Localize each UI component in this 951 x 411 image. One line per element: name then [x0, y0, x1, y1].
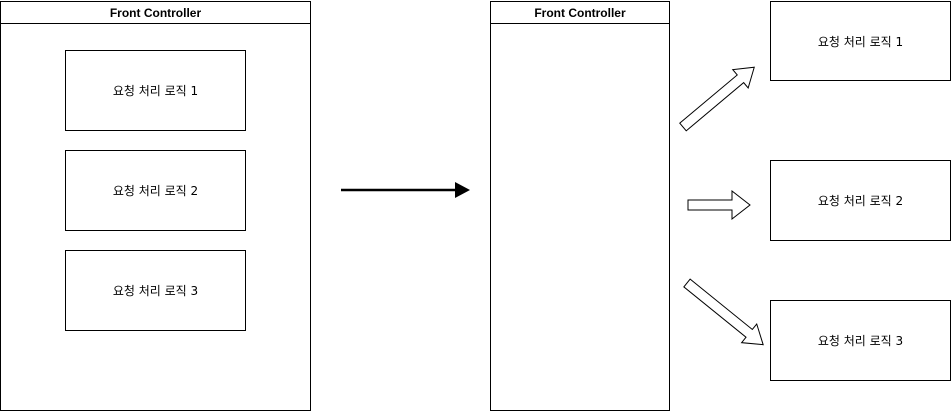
left-request-logic-2: 요청 처리 로직 2 [65, 150, 246, 231]
right-request-logic-1-label: 요청 처리 로직 1 [817, 34, 904, 49]
block-arrow-up-right [679, 66, 755, 132]
right-request-logic-2: 요청 처리 로직 2 [770, 160, 951, 241]
right-request-logic-3: 요청 처리 로직 3 [770, 300, 951, 381]
left-request-logic-1-label: 요청 처리 로직 1 [112, 84, 199, 98]
right-request-logic-2-label: 요청 처리 로직 2 [817, 194, 904, 208]
left-request-logic-3-label: 요청 처리 로직 3 [112, 284, 199, 298]
transition-arrow [341, 182, 470, 198]
block-arrow-right [687, 189, 751, 221]
right-request-logic-3-label: 요청 처리 로직 3 [817, 334, 904, 348]
left-request-logic-3: 요청 처리 로직 3 [65, 250, 246, 331]
left-request-logic-1: 요청 처리 로직 1 [65, 50, 246, 131]
left-request-logic-2-label: 요청 처리 로직 2 [112, 184, 199, 198]
right-request-logic-1: 요청 처리 로직 1 [770, 1, 951, 81]
block-arrow-down-right [683, 278, 764, 346]
right-front-controller-title: Front Controller [491, 2, 669, 24]
right-front-controller: Front Controller [490, 1, 670, 411]
left-front-controller-title: Front Controller [1, 2, 310, 24]
